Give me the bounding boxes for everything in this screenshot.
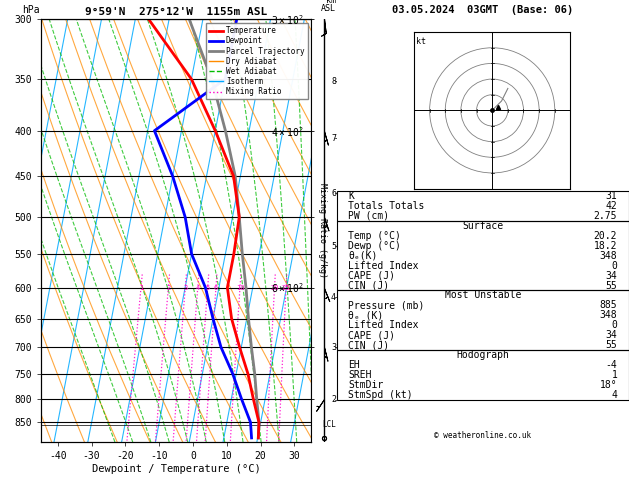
Text: 42: 42 xyxy=(606,201,617,211)
Text: StmDir: StmDir xyxy=(348,380,384,390)
Text: 5: 5 xyxy=(331,242,336,251)
Text: Surface: Surface xyxy=(462,221,503,231)
Text: EH: EH xyxy=(348,360,360,370)
Text: LCL: LCL xyxy=(322,420,336,429)
Text: hPa: hPa xyxy=(22,5,40,15)
Text: 3: 3 xyxy=(183,285,187,291)
Text: Most Unstable: Most Unstable xyxy=(445,291,521,300)
Text: PW (cm): PW (cm) xyxy=(348,211,389,221)
Text: θₑ (K): θₑ (K) xyxy=(348,311,384,320)
Text: Hodograph: Hodograph xyxy=(456,350,509,360)
Text: 0: 0 xyxy=(611,320,617,330)
Text: 7: 7 xyxy=(331,134,336,143)
Text: 31: 31 xyxy=(606,191,617,201)
Text: 348: 348 xyxy=(599,251,617,260)
Text: 18.2: 18.2 xyxy=(594,241,617,251)
Text: Dewp (°C): Dewp (°C) xyxy=(348,241,401,251)
Text: CAPE (J): CAPE (J) xyxy=(348,271,395,280)
Text: SREH: SREH xyxy=(348,370,372,380)
Text: K: K xyxy=(348,191,354,201)
Text: 8: 8 xyxy=(331,77,336,86)
Legend: Temperature, Dewpoint, Parcel Trajectory, Dry Adiabat, Wet Adiabat, Isotherm, Mi: Temperature, Dewpoint, Parcel Trajectory… xyxy=(206,23,308,99)
Title: 9°59'N  275°12'W  1155m ASL: 9°59'N 275°12'W 1155m ASL xyxy=(85,7,267,17)
Text: 6: 6 xyxy=(331,189,336,198)
Text: CIN (J): CIN (J) xyxy=(348,280,389,291)
Text: 1: 1 xyxy=(611,370,617,380)
Text: CAPE (J): CAPE (J) xyxy=(348,330,395,340)
Text: Temp (°C): Temp (°C) xyxy=(348,231,401,241)
Text: 2.75: 2.75 xyxy=(594,211,617,221)
Text: 2: 2 xyxy=(166,285,170,291)
Text: 4: 4 xyxy=(611,390,617,400)
Text: 55: 55 xyxy=(606,340,617,350)
Bar xyxy=(337,221,629,291)
Text: km
ASL: km ASL xyxy=(321,0,336,13)
Text: 0: 0 xyxy=(611,260,617,271)
Text: 348: 348 xyxy=(599,311,617,320)
Text: Lifted Index: Lifted Index xyxy=(348,260,419,271)
Text: 4: 4 xyxy=(331,293,336,302)
Text: 4: 4 xyxy=(196,285,200,291)
Text: 20: 20 xyxy=(270,285,279,291)
Text: Totals Totals: Totals Totals xyxy=(348,201,425,211)
Text: 5: 5 xyxy=(206,285,210,291)
Text: 6: 6 xyxy=(214,285,218,291)
Text: 10: 10 xyxy=(236,285,244,291)
Text: θₑ(K): θₑ(K) xyxy=(348,251,377,260)
Text: 18°: 18° xyxy=(599,380,617,390)
Text: CIN (J): CIN (J) xyxy=(348,340,389,350)
Text: LCL: LCL xyxy=(314,420,329,429)
Text: kt: kt xyxy=(416,37,426,46)
Text: 1: 1 xyxy=(139,285,143,291)
Text: Pressure (mb): Pressure (mb) xyxy=(348,300,425,311)
Text: 25: 25 xyxy=(282,285,291,291)
Text: 34: 34 xyxy=(606,271,617,280)
Text: StmSpd (kt): StmSpd (kt) xyxy=(348,390,413,400)
Text: © weatheronline.co.uk: © weatheronline.co.uk xyxy=(434,431,532,440)
Text: 3: 3 xyxy=(331,343,336,352)
Text: 885: 885 xyxy=(599,300,617,311)
X-axis label: Dewpoint / Temperature (°C): Dewpoint / Temperature (°C) xyxy=(92,464,260,474)
Text: 34: 34 xyxy=(606,330,617,340)
Text: 20.2: 20.2 xyxy=(594,231,617,241)
Text: -4: -4 xyxy=(606,360,617,370)
Bar xyxy=(337,191,629,221)
Text: 55: 55 xyxy=(606,280,617,291)
Bar xyxy=(337,291,629,350)
Text: Lifted Index: Lifted Index xyxy=(348,320,419,330)
Text: 2: 2 xyxy=(331,395,336,404)
Text: 03.05.2024  03GMT  (Base: 06): 03.05.2024 03GMT (Base: 06) xyxy=(392,4,574,15)
Bar xyxy=(337,350,629,400)
Y-axis label: Mixing Ratio (g/kg): Mixing Ratio (g/kg) xyxy=(318,183,327,278)
